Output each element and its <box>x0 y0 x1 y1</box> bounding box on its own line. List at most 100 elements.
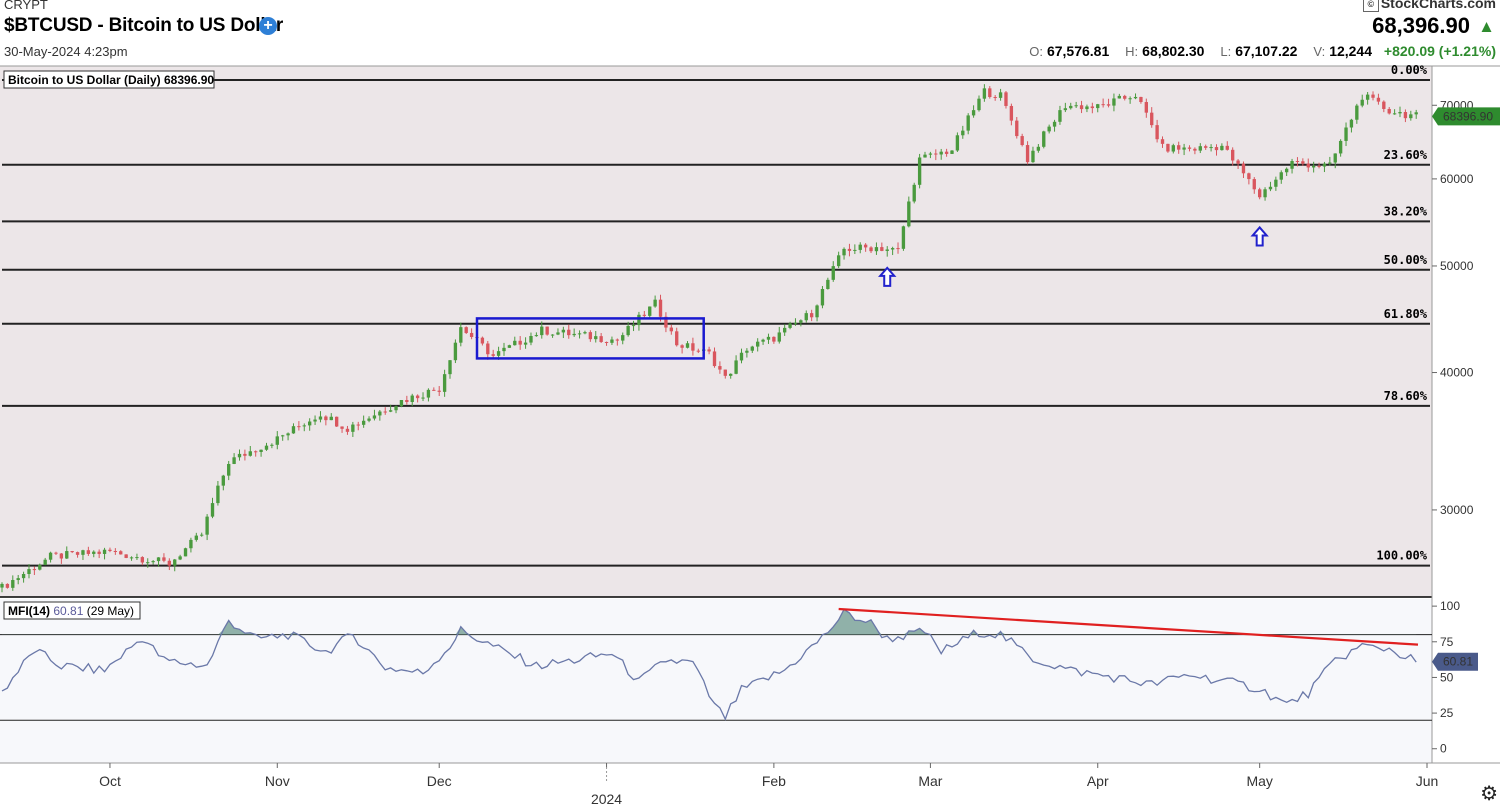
candle-body <box>464 327 468 333</box>
candle-body <box>890 248 895 250</box>
date-axis-label: Dec <box>427 773 452 789</box>
open-value: 67,576.81 <box>1046 43 1110 59</box>
candle-body <box>507 345 512 348</box>
price-panel-label: Bitcoin to US Dollar (Daily) 68396.90 <box>8 73 214 87</box>
candle-body <box>1328 162 1332 164</box>
candle-body <box>1052 121 1057 127</box>
candle-body <box>97 551 101 554</box>
candle-body <box>372 415 377 419</box>
candle-body <box>1096 104 1100 109</box>
candle-body <box>162 557 166 561</box>
candle-body <box>1004 92 1008 106</box>
candle-body <box>928 153 933 155</box>
candle-body <box>129 557 134 559</box>
candle-body <box>1182 147 1186 150</box>
candle-body <box>1338 140 1343 154</box>
candle-body <box>826 279 830 289</box>
candle-body <box>809 313 814 318</box>
candle-body <box>561 329 566 333</box>
candle-body <box>324 416 328 421</box>
candle-body <box>621 335 625 341</box>
candle-body <box>124 554 128 558</box>
candle-body <box>1069 105 1073 109</box>
candle-body <box>0 583 4 588</box>
candle-body <box>221 475 225 486</box>
candle-body <box>669 327 673 332</box>
candle-body <box>631 325 636 327</box>
candle-body <box>1290 161 1294 169</box>
candle-body <box>599 336 603 342</box>
add-symbol-icon[interactable]: + <box>259 17 277 35</box>
candle-body <box>1025 145 1030 163</box>
candle-body <box>405 400 409 402</box>
brand-logo[interactable]: © StockCharts.com <box>1362 0 1496 12</box>
candle-body <box>675 331 679 346</box>
candle-body <box>863 244 868 248</box>
candle-body <box>907 201 911 227</box>
candle-body <box>286 433 290 436</box>
candle-body <box>178 556 182 560</box>
candle-body <box>842 248 846 256</box>
candle-body <box>205 516 209 535</box>
candle-body <box>723 369 727 376</box>
candle-body <box>572 333 576 336</box>
candle-body <box>378 411 382 416</box>
candle-body <box>1020 136 1024 146</box>
candle-body <box>183 548 188 557</box>
candle-body <box>1257 189 1262 198</box>
candle-body <box>853 249 857 251</box>
candle-body <box>243 453 247 456</box>
candle-body <box>529 335 533 343</box>
candle-body <box>189 539 193 549</box>
candle-body <box>1166 143 1170 152</box>
candle-body <box>38 564 42 570</box>
candle-body <box>16 578 20 581</box>
candle-body <box>966 115 970 131</box>
candle-body <box>59 553 64 559</box>
candle-body <box>653 299 657 307</box>
fib-level-label: 100.00% <box>1376 549 1427 563</box>
candle-body <box>361 420 366 425</box>
up-arrow-icon <box>1250 225 1269 247</box>
consolidation-box <box>475 317 705 360</box>
candle-body <box>513 340 517 346</box>
candle-body <box>761 339 765 342</box>
candle-body <box>615 339 620 341</box>
candle-body <box>604 341 609 343</box>
price-change: +820.09 (+1.21%) <box>1383 43 1496 59</box>
candle-body <box>399 400 404 407</box>
candle-body <box>334 416 339 427</box>
candle-body <box>750 346 754 351</box>
fib-level-label: 0.00% <box>1391 63 1428 77</box>
candle-body <box>642 314 647 316</box>
candle-body <box>1322 163 1327 167</box>
candle-body <box>92 551 96 554</box>
gear-icon[interactable]: ⚙ <box>1480 783 1498 805</box>
candle-body <box>1058 110 1062 122</box>
candle-body <box>102 549 107 554</box>
candle-body <box>729 373 733 376</box>
candle-body <box>1311 165 1316 168</box>
fib-level-label: 50.00% <box>1384 253 1428 267</box>
chart-date: 30-May-2024 4:23pm <box>4 44 128 59</box>
candle-body <box>135 557 139 559</box>
candle-body <box>977 98 981 111</box>
candle-body <box>1123 95 1127 99</box>
candle-body <box>718 366 722 370</box>
exchange-label: CRYPT <box>4 0 48 12</box>
candle-body <box>912 184 916 202</box>
candle-body <box>232 457 236 464</box>
candle-body <box>1101 104 1105 106</box>
candle-body <box>119 551 123 555</box>
candle-body <box>1047 126 1051 132</box>
candle-body <box>1241 163 1246 174</box>
candle-body <box>766 336 771 340</box>
candle-body <box>113 551 118 553</box>
candle-body <box>815 305 819 318</box>
fib-level-label: 38.20% <box>1384 204 1428 218</box>
candle-body <box>799 320 803 323</box>
mfi-line <box>1 608 1417 721</box>
mfi-axis-tick-label: 75 <box>1440 635 1454 649</box>
candle-body <box>1090 106 1095 109</box>
